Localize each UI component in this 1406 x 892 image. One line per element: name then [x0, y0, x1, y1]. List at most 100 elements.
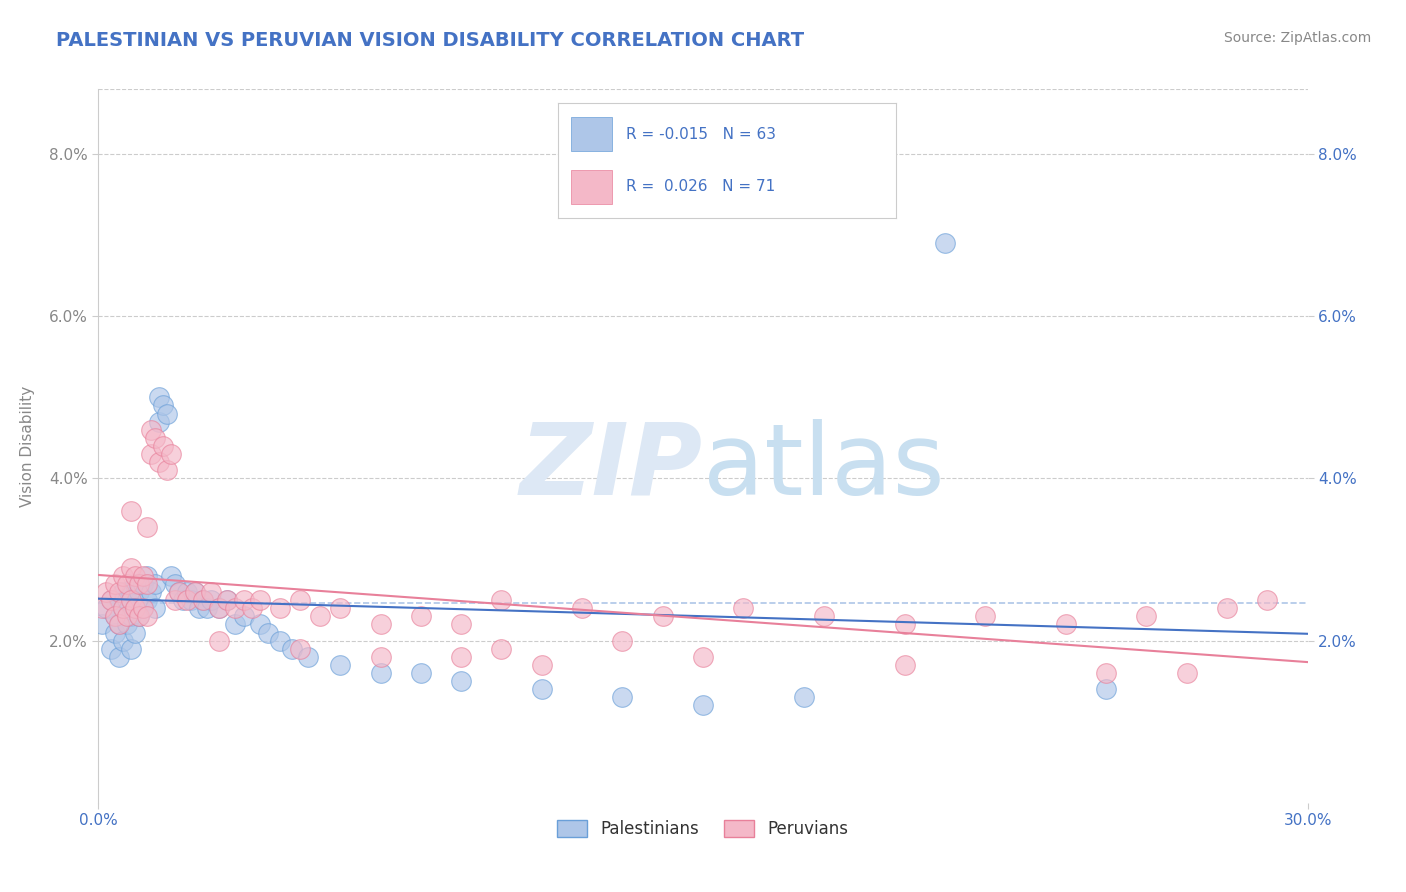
Point — [612, 690, 634, 705]
Point — [135, 609, 157, 624]
Point — [450, 649, 472, 664]
Text: PALESTINIAN VS PERUVIAN VISION DISABILITY CORRELATION CHART: PALESTINIAN VS PERUVIAN VISION DISABILIT… — [56, 31, 804, 50]
Point — [1054, 617, 1077, 632]
Point — [100, 641, 122, 656]
Point — [232, 609, 254, 624]
Point — [111, 585, 134, 599]
Point — [167, 585, 190, 599]
Point — [135, 593, 157, 607]
Point — [530, 657, 553, 672]
Point — [651, 609, 673, 624]
Point — [409, 609, 432, 624]
Point — [148, 455, 170, 469]
Point — [120, 609, 142, 624]
Point — [934, 236, 956, 251]
Point — [249, 617, 271, 632]
Point — [124, 601, 146, 615]
Point — [208, 601, 231, 615]
Point — [180, 593, 202, 607]
Point — [167, 585, 190, 599]
Point — [135, 577, 157, 591]
Point — [107, 593, 129, 607]
Point — [96, 601, 118, 615]
Point — [256, 625, 278, 640]
Point — [974, 609, 997, 624]
Point — [128, 585, 150, 599]
Point — [370, 649, 392, 664]
Point — [132, 577, 155, 591]
Point — [193, 593, 215, 607]
Point — [139, 585, 162, 599]
Point — [329, 601, 352, 615]
Point — [107, 617, 129, 632]
Point — [100, 593, 122, 607]
Point — [288, 641, 311, 656]
Point — [120, 585, 142, 599]
Point — [269, 633, 291, 648]
Point — [135, 520, 157, 534]
Point — [160, 568, 183, 582]
Point — [163, 593, 186, 607]
Point — [96, 585, 118, 599]
Point — [188, 601, 211, 615]
Point — [111, 601, 134, 615]
Point — [450, 617, 472, 632]
Point — [107, 649, 129, 664]
Point — [132, 601, 155, 615]
Point — [184, 585, 207, 599]
Point — [224, 617, 246, 632]
Point — [120, 560, 142, 574]
Point — [148, 390, 170, 404]
Text: Source: ZipAtlas.com: Source: ZipAtlas.com — [1223, 31, 1371, 45]
Point — [224, 601, 246, 615]
Point — [409, 666, 432, 681]
Point — [103, 625, 125, 640]
Point — [103, 609, 125, 624]
Point — [120, 593, 142, 607]
Point — [135, 568, 157, 582]
Point — [491, 593, 513, 607]
Point — [217, 593, 239, 607]
Point — [1175, 666, 1198, 681]
Point — [288, 593, 311, 607]
Point — [143, 577, 166, 591]
Legend: Palestinians, Peruvians: Palestinians, Peruvians — [551, 813, 855, 845]
Point — [160, 447, 183, 461]
Point — [232, 593, 254, 607]
Text: atlas: atlas — [703, 419, 945, 516]
Point — [733, 601, 755, 615]
Point — [309, 609, 332, 624]
Point — [111, 601, 134, 615]
Point — [163, 577, 186, 591]
Point — [91, 601, 114, 615]
Point — [200, 593, 222, 607]
Point — [176, 593, 198, 607]
Point — [249, 593, 271, 607]
Point — [176, 585, 198, 599]
Point — [893, 657, 915, 672]
Point — [111, 568, 134, 582]
Point — [120, 504, 142, 518]
Point — [128, 609, 150, 624]
Point — [200, 585, 222, 599]
Y-axis label: Vision Disability: Vision Disability — [20, 385, 35, 507]
Point — [240, 601, 263, 615]
Point — [107, 617, 129, 632]
Point — [612, 633, 634, 648]
Point — [1135, 609, 1157, 624]
Text: ZIP: ZIP — [520, 419, 703, 516]
Point — [132, 568, 155, 582]
Point — [143, 601, 166, 615]
Point — [370, 666, 392, 681]
Point — [152, 399, 174, 413]
Point — [172, 593, 194, 607]
Point — [124, 568, 146, 582]
Point — [107, 585, 129, 599]
Point — [217, 593, 239, 607]
Point — [281, 641, 304, 656]
Point — [156, 407, 179, 421]
Point — [208, 633, 231, 648]
Point — [115, 609, 138, 624]
Point — [111, 633, 134, 648]
Point — [120, 641, 142, 656]
